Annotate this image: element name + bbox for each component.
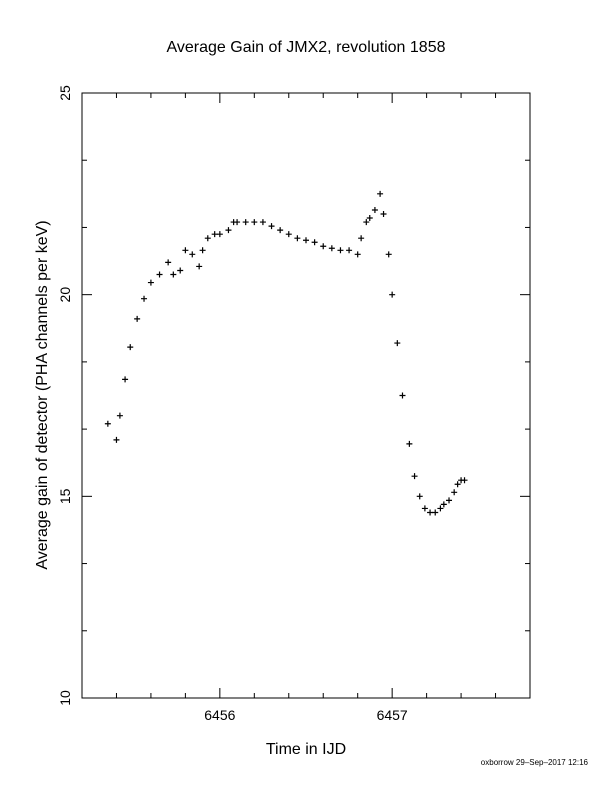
data-point — [234, 219, 241, 226]
data-point — [113, 436, 120, 443]
data-point — [294, 235, 301, 242]
data-point — [204, 235, 211, 242]
data-point — [354, 251, 361, 258]
data-point — [134, 315, 141, 322]
footer-credit: oxborrow 29–Sep–2017 12:16 — [481, 758, 589, 767]
data-point — [377, 190, 384, 197]
data-point — [389, 291, 396, 298]
data-point — [461, 477, 468, 484]
data-point — [196, 263, 203, 270]
data-point — [337, 247, 344, 254]
plot-frame — [81, 92, 531, 699]
data-point — [440, 501, 447, 508]
data-point — [122, 376, 129, 383]
data-point — [127, 344, 134, 351]
data-point — [170, 271, 177, 278]
y-tick-label: 25 — [57, 85, 73, 101]
data-point — [399, 392, 406, 399]
data-point — [277, 227, 284, 234]
x-axis-label: Time in IJD — [266, 741, 346, 758]
data-point — [311, 239, 318, 246]
data-point — [406, 440, 413, 447]
data-point — [366, 215, 373, 222]
data-point — [371, 206, 378, 213]
data-point — [358, 235, 365, 242]
data-point — [411, 473, 418, 480]
x-tick-label: 6456 — [204, 707, 235, 723]
data-point — [259, 219, 266, 226]
tick-labels: 10 15 20 25 6456 6457 — [57, 85, 408, 723]
data-point — [427, 509, 434, 516]
data-point — [380, 211, 387, 217]
x-tick-label: 6457 — [377, 707, 408, 723]
data-point — [211, 231, 218, 238]
data-point — [156, 271, 163, 278]
data-point — [268, 223, 275, 230]
data-point — [189, 251, 196, 258]
data-point — [328, 245, 335, 252]
data-point — [104, 420, 111, 427]
data-point — [177, 267, 184, 274]
y-tick-label: 10 — [57, 690, 73, 706]
data-point — [216, 231, 223, 238]
data-point — [421, 505, 428, 512]
data-point — [199, 247, 206, 254]
data-point — [363, 219, 370, 226]
data-point — [416, 493, 423, 500]
axis-ticks — [81, 92, 531, 699]
y-tick-label: 15 — [57, 488, 73, 504]
data-point — [454, 481, 461, 488]
y-axis-label: Average gain of detector (PHA channels p… — [34, 220, 51, 569]
data-point — [251, 219, 258, 226]
data-point — [320, 243, 327, 250]
data-point — [437, 505, 444, 512]
data-point — [242, 219, 249, 226]
data-point — [285, 231, 292, 238]
data-point — [394, 340, 401, 347]
data-point — [346, 247, 353, 254]
y-tick-label: 20 — [57, 287, 73, 303]
data-point — [385, 251, 392, 258]
data-point — [225, 227, 232, 234]
data-point — [141, 295, 148, 302]
data-point — [165, 259, 172, 266]
data-point — [303, 237, 309, 244]
data-point — [432, 509, 439, 516]
data-point — [451, 489, 458, 496]
data-points — [104, 190, 468, 516]
data-point — [147, 279, 154, 286]
data-point — [116, 412, 123, 419]
data-point — [446, 497, 453, 504]
data-point — [182, 247, 189, 254]
chart-title: Average Gain of JMX2, revolution 1858 — [167, 39, 446, 56]
